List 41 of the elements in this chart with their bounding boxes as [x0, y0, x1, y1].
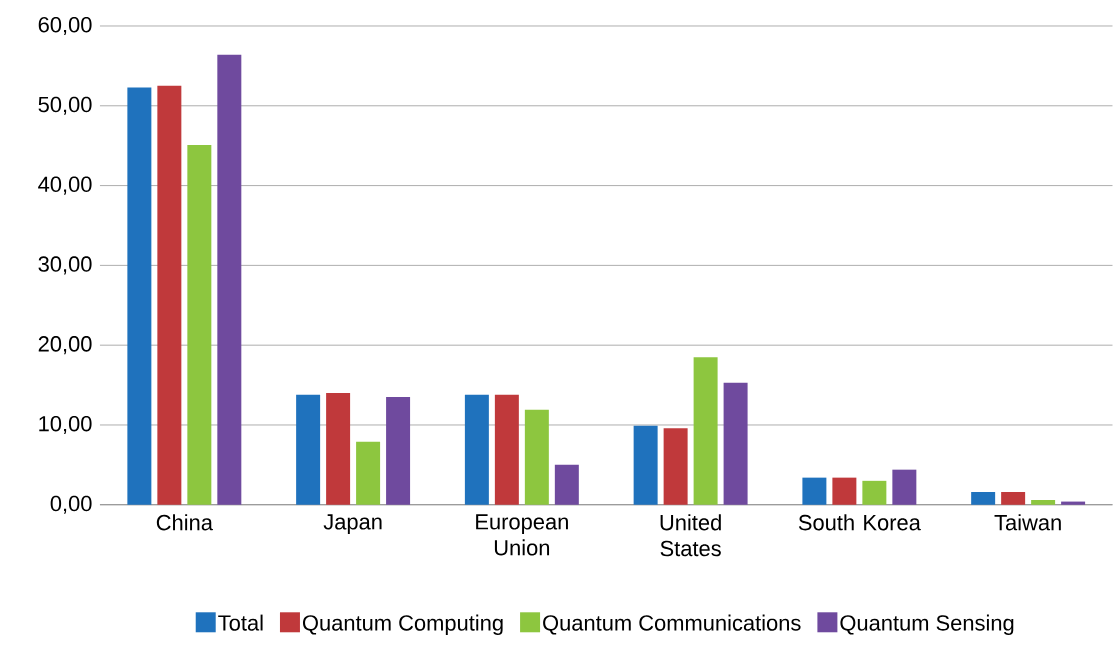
bar	[494, 394, 519, 505]
bar	[633, 425, 658, 505]
bar	[693, 357, 718, 505]
bar	[524, 409, 549, 505]
bar	[464, 394, 489, 505]
bar	[663, 428, 688, 505]
legend-label: Quantum Computing	[302, 614, 503, 636]
bar	[296, 394, 321, 505]
y-tick-label: 40,00	[38, 176, 92, 195]
y-tick-label: 0,00	[50, 495, 92, 514]
bar	[1031, 500, 1056, 505]
bar	[356, 441, 381, 505]
y-tick-label: 20,00	[38, 336, 92, 355]
x-tick-label: Taiwan	[994, 514, 1061, 531]
bar	[127, 87, 152, 505]
x-tick-label: South Korea	[798, 514, 921, 531]
y-tick-label: 30,00	[38, 256, 92, 275]
bar	[1001, 492, 1026, 505]
bar	[187, 145, 212, 505]
x-tick-label: Japan	[323, 514, 382, 535]
bar	[971, 492, 996, 505]
bar	[157, 85, 182, 505]
y-tick-label: 10,00	[39, 416, 92, 435]
bar	[326, 393, 351, 505]
x-tick-label: European Union	[476, 514, 568, 556]
bar	[386, 397, 411, 505]
bar	[862, 480, 887, 505]
legend-label: Total	[218, 614, 263, 631]
bar	[554, 465, 579, 505]
bar	[723, 382, 748, 505]
y-tick-label: 50,00	[38, 96, 92, 115]
bar	[832, 477, 857, 505]
bar	[892, 469, 917, 505]
bar	[1061, 501, 1086, 505]
x-tick-label: United States	[660, 514, 721, 557]
bar	[217, 54, 242, 505]
bar	[802, 477, 827, 505]
x-tick-label: China	[156, 514, 213, 531]
legend-label: Quantum Communications	[543, 614, 801, 635]
y-tick-label: 60,00	[38, 17, 92, 36]
legend-label: Quantum Sensing	[840, 614, 1014, 636]
